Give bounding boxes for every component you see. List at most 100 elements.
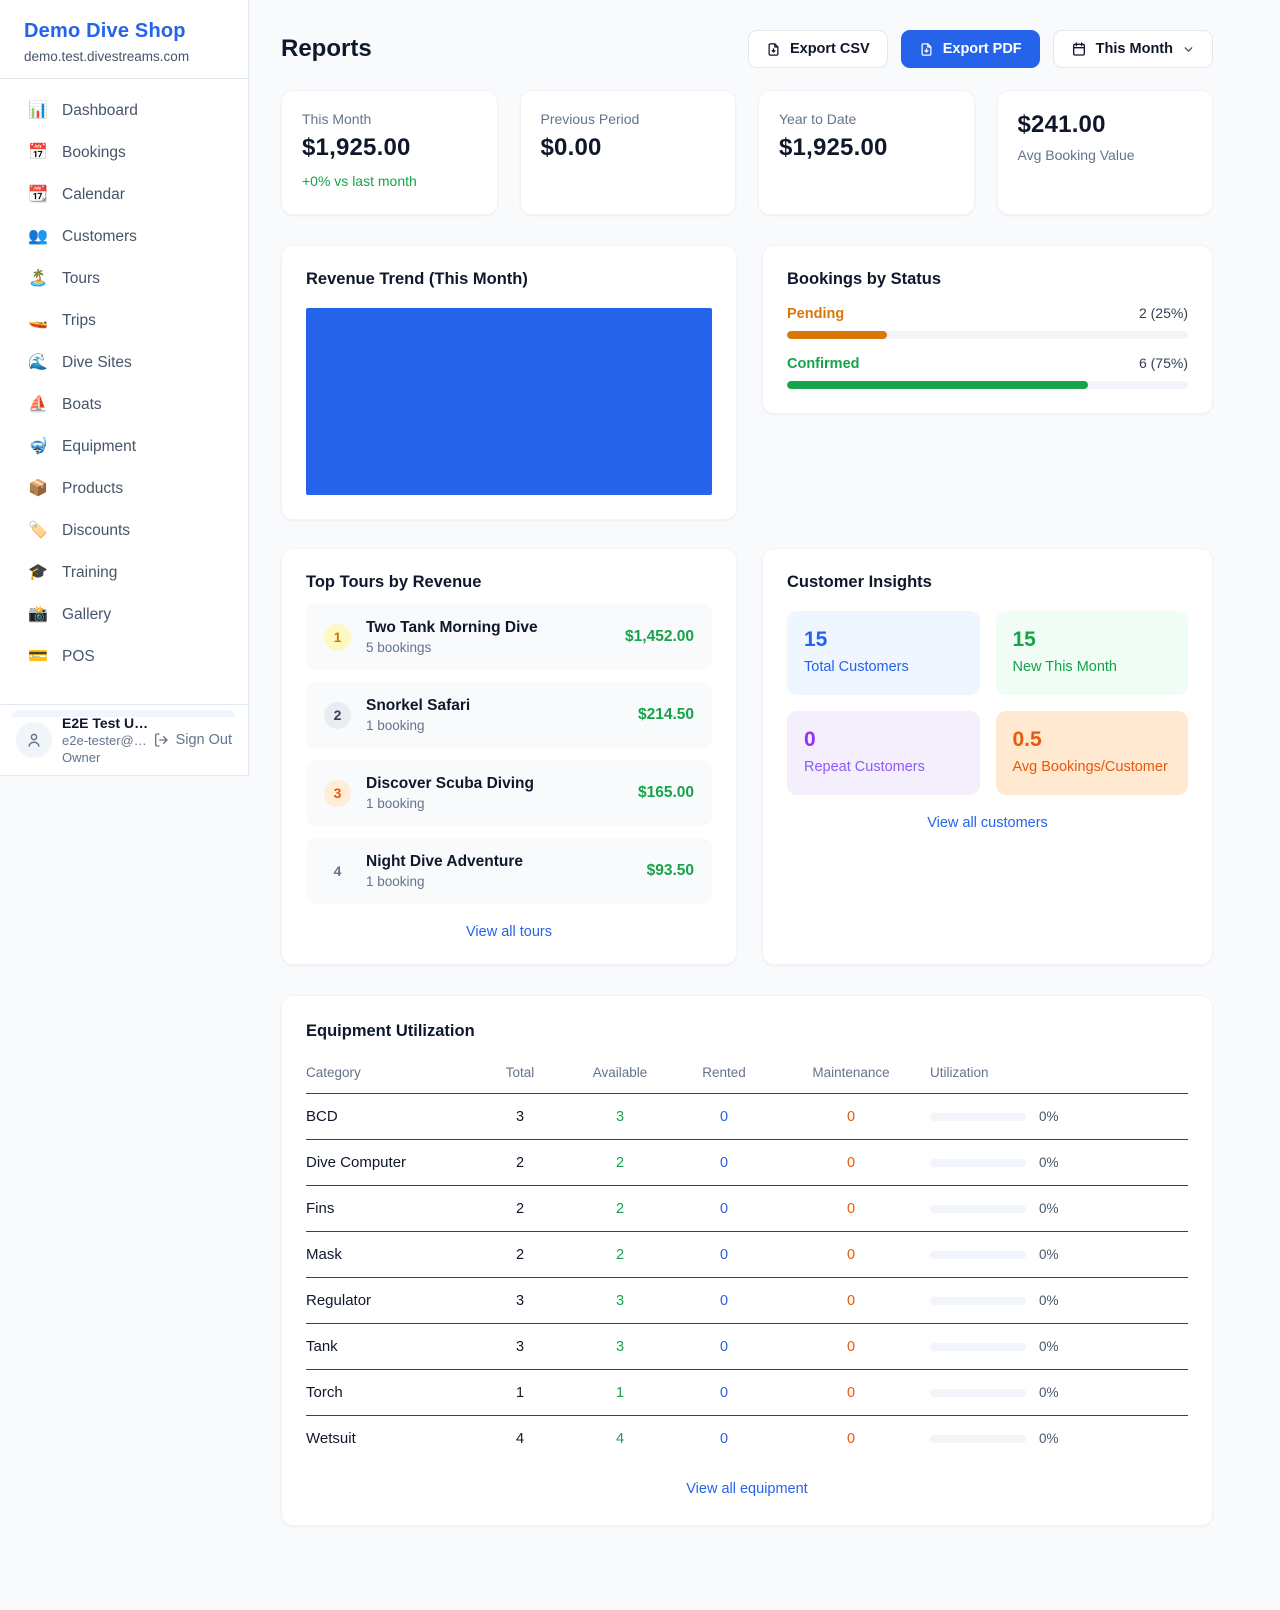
customer-insights-card: Customer Insights 15 Total Customers 15 … <box>762 548 1213 965</box>
sidebar-item-boats[interactable]: ⛵ Boats <box>12 384 236 426</box>
sign-out-button[interactable]: Sign Out <box>153 732 232 748</box>
tour-name: Discover Scuba Diving <box>366 775 534 792</box>
cell-available: 4 <box>615 1430 625 1447</box>
cell-total: 2 <box>476 1231 564 1278</box>
sidebar-item-dive-sites[interactable]: 🌊 Dive Sites <box>12 342 236 384</box>
header-actions: Export CSV Export PDF This Month <box>747 30 1213 68</box>
cell-rented: 0 <box>676 1185 772 1232</box>
export-pdf-button[interactable]: Export PDF <box>900 30 1040 68</box>
sidebar-item-trips[interactable]: 🚤 Trips <box>12 300 236 342</box>
equipment-table-body: BCD 3 3 0 0 0% Dive Computer 2 2 0 0 0% Fins 2 2 0 0 0% Ma… <box>306 1093 1188 1462</box>
equipment-utilization-title: Equipment Utilization <box>306 1022 475 1040</box>
sidebar-item-reports-active-partial[interactable] <box>12 710 235 717</box>
progress-fill-pending <box>787 331 888 339</box>
bookings-by-status-title: Bookings by Status <box>787 270 942 288</box>
sidebar-item-tours[interactable]: 🏝️ Tours <box>12 258 236 300</box>
tile-label: Avg Bookings/Customer <box>1012 759 1168 775</box>
bookings-by-status-card: Bookings by Status Pending 2 (25%) Confi… <box>762 245 1213 414</box>
cell-rented: 0 <box>676 1369 772 1416</box>
sidebar-item-label: Gallery <box>62 606 112 623</box>
tour-row[interactable]: 3 Discover Scuba Diving 1 booking $165.0… <box>306 760 712 826</box>
utilization-bar <box>930 1342 1026 1351</box>
sidebar-item-label: Tours <box>62 270 100 287</box>
camera-icon: 📸 <box>28 606 48 623</box>
table-row: Dive Computer 2 2 0 0 0% <box>306 1139 1188 1186</box>
sidebar-item-dashboard[interactable]: 📊 Dashboard <box>12 90 236 132</box>
stat-value: $241.00 <box>1017 111 1106 138</box>
tile-value: 15 <box>804 628 828 651</box>
wave-icon: 🌊 <box>28 354 48 371</box>
sidebar-item-bookings[interactable]: 📅 Bookings <box>12 132 236 174</box>
sidebar-item-customers[interactable]: 👥 Customers <box>12 216 236 258</box>
view-all-customers-link[interactable]: View all customers <box>927 815 1048 831</box>
cell-maintenance: 0 <box>772 1231 930 1278</box>
sidebar-item-calendar[interactable]: 📆 Calendar <box>12 174 236 216</box>
sidebar-user-footer: E2E Test U… e2e-tester@… Owner Sign Out <box>0 704 248 775</box>
sidebar-item-label: Bookings <box>62 144 126 161</box>
cell-maintenance: 0 <box>772 1369 930 1416</box>
cell-available: 3 <box>564 1277 676 1324</box>
sidebar-item-training[interactable]: 🎓 Training <box>12 552 236 594</box>
sidebar-item-gallery[interactable]: 📸 Gallery <box>12 594 236 636</box>
cell-maintenance: 0 <box>772 1277 930 1324</box>
cell-category: Torch <box>306 1369 476 1416</box>
speedboat-icon: 🚤 <box>28 312 48 329</box>
equipment-utilization-card: Equipment Utilization Category Total Ava… <box>281 995 1213 1526</box>
utilization-percent: 0% <box>1039 1155 1059 1170</box>
cell-utilization: 0% <box>930 1139 1188 1186</box>
file-download-icon <box>768 42 779 56</box>
insight-tiles: 15 Total Customers 15 New This Month 0 R… <box>787 611 1188 795</box>
cell-total: 3 <box>476 1093 564 1140</box>
cell-category: Regulator <box>306 1277 476 1324</box>
column-header-category: Category <box>306 1055 476 1094</box>
cell-utilization: 0% <box>930 1093 1188 1140</box>
cell-category: Wetsuit <box>306 1430 356 1447</box>
tour-info: Two Tank Morning Dive 5 bookings <box>366 619 610 655</box>
sidebar-item-label: Trips <box>62 312 96 329</box>
tour-row[interactable]: 4 Night Dive Adventure 1 booking $93.50 <box>306 838 712 904</box>
cell-available: 3 <box>564 1093 676 1140</box>
view-all-tours-link[interactable]: View all tours <box>466 924 552 940</box>
sidebar-item-equipment[interactable]: 🤿 Equipment <box>12 426 236 468</box>
equipment-table: Category Total Available Rented Maintena… <box>306 1055 1188 1461</box>
column-header-maintenance: Maintenance <box>772 1055 930 1094</box>
column-header-utilization: Utilization <box>930 1055 1188 1094</box>
page-title: Reports <box>281 35 372 62</box>
cell-utilization: 0% <box>930 1323 1188 1370</box>
utilization-bar <box>930 1158 1026 1167</box>
stat-value: $1,925.00 <box>302 134 411 161</box>
stat-label: This Month <box>302 111 372 127</box>
tour-name: Night Dive Adventure <box>366 853 524 870</box>
tour-row[interactable]: 2 Snorkel Safari 1 booking $214.50 <box>306 682 712 748</box>
tile-total-customers: 15 Total Customers <box>787 611 980 695</box>
credit-card-icon: 💳 <box>28 648 48 665</box>
sidebar-item-discounts[interactable]: 🏷️ Discounts <box>12 510 236 552</box>
utilization-percent: 0% <box>1039 1385 1059 1400</box>
cell-rented: 0 <box>676 1277 772 1324</box>
utilization-percent: 0% <box>1039 1201 1059 1216</box>
diving-mask-icon: 🤿 <box>28 438 48 455</box>
status-row-pending: Pending 2 (25%) <box>787 305 1188 339</box>
utilization-percent: 0% <box>1039 1109 1059 1124</box>
avatar <box>16 722 52 758</box>
tour-revenue: $1,452.00 <box>625 628 694 645</box>
sidebar-item-pos[interactable]: 💳 POS <box>12 636 236 678</box>
sidebar-item-label: Dashboard <box>62 102 138 119</box>
stat-cards: This Month $1,925.00 +0% vs last month P… <box>281 90 1213 215</box>
cell-total: 2 <box>476 1139 564 1186</box>
page-header: Reports Export CSV Export PDF This Month <box>281 30 1213 68</box>
view-all-equipment-link[interactable]: View all equipment <box>686 1481 808 1497</box>
top-tours-title: Top Tours by Revenue <box>306 573 482 591</box>
tour-row[interactable]: 1 Two Tank Morning Dive 5 bookings $1,45… <box>306 604 712 670</box>
period-dropdown[interactable]: This Month <box>1052 30 1213 68</box>
sidebar-item-products[interactable]: 📦 Products <box>12 468 236 510</box>
cell-utilization: 0% <box>930 1369 1188 1416</box>
calendar-date-icon: 📅 <box>28 144 48 161</box>
tour-revenue: $214.50 <box>637 706 694 723</box>
sidebar-item-label: POS <box>62 648 95 665</box>
graduation-cap-icon: 🎓 <box>28 564 48 581</box>
cell-utilization: 0% <box>930 1231 1188 1278</box>
sidebar-item-label: Calendar <box>62 186 125 203</box>
export-csv-button[interactable]: Export CSV <box>747 30 888 68</box>
revenue-trend-chart <box>306 308 712 495</box>
